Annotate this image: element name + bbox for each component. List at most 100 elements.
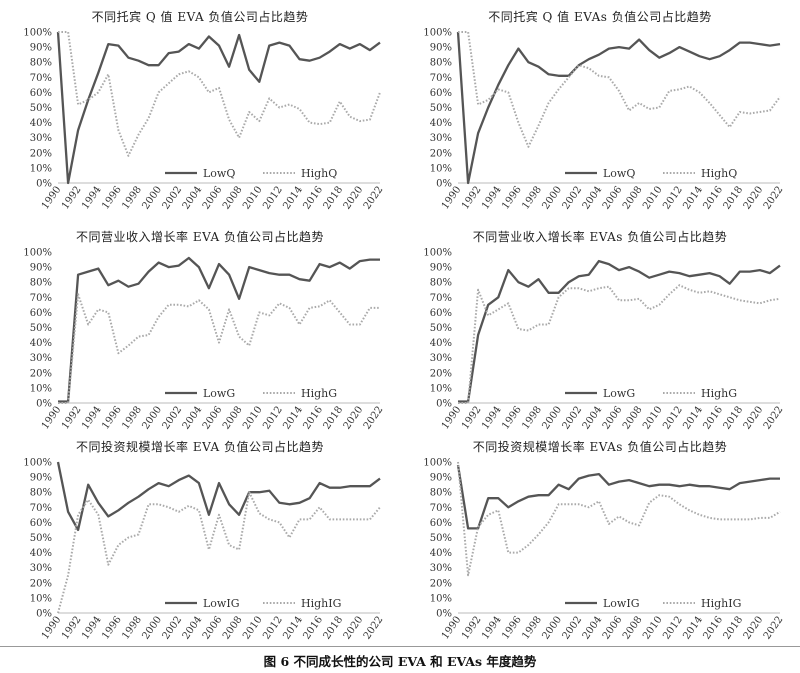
x-tick-label: 2004 bbox=[581, 614, 605, 641]
chart-canvas: 0%10%20%30%40%50%60%70%80%90%100%1990199… bbox=[23, 248, 385, 432]
x-tick-label: 2006 bbox=[201, 404, 225, 431]
y-tick-label: 40% bbox=[30, 548, 52, 559]
y-tick-label: 0% bbox=[36, 179, 52, 190]
y-tick-label: 80% bbox=[430, 58, 452, 69]
legend-label-highg: HighG bbox=[301, 387, 337, 400]
x-tick-label: 2016 bbox=[701, 184, 725, 211]
x-tick-label: 2006 bbox=[601, 404, 625, 431]
y-tick-label: 40% bbox=[430, 338, 452, 349]
x-tick-label: 2012 bbox=[261, 184, 285, 211]
y-tick-label: 60% bbox=[430, 88, 452, 99]
x-tick-label: 1992 bbox=[60, 614, 84, 641]
chart-title: 不同托宾 Q 值 EVAs 负值公司占比趋势 bbox=[488, 10, 712, 24]
series-line-highg bbox=[458, 284, 781, 404]
y-tick-label: 20% bbox=[430, 578, 452, 589]
y-tick-label: 70% bbox=[430, 293, 452, 304]
y-tick-label: 50% bbox=[430, 533, 452, 544]
series-line-lowq bbox=[456, 31, 781, 185]
x-tick-label: 2010 bbox=[241, 614, 265, 641]
y-tick-label: 10% bbox=[430, 383, 452, 394]
series-line-highg bbox=[58, 293, 380, 404]
y-tick-label: 30% bbox=[30, 563, 52, 574]
y-tick-label: 30% bbox=[430, 563, 452, 574]
legend-label-highq: HighQ bbox=[701, 167, 737, 180]
y-tick-label: 80% bbox=[430, 488, 452, 499]
y-tick-label: 90% bbox=[430, 473, 452, 484]
y-tick-label: 50% bbox=[30, 103, 52, 114]
x-tick-label: 2014 bbox=[281, 404, 305, 431]
chart-canvas: 0%10%20%30%40%50%60%70%80%90%100%1990199… bbox=[23, 458, 386, 642]
x-tick-label: 1994 bbox=[80, 404, 104, 431]
x-tick-label: 2012 bbox=[261, 404, 285, 431]
x-tick-label: 2016 bbox=[301, 404, 325, 431]
y-tick-label: 80% bbox=[30, 58, 52, 69]
x-tick-label: 2018 bbox=[722, 404, 746, 431]
x-tick-label: 2014 bbox=[281, 614, 305, 641]
y-tick-label: 0% bbox=[36, 399, 52, 410]
x-tick-label: 2012 bbox=[661, 184, 685, 211]
x-tick-label: 2000 bbox=[140, 614, 164, 641]
x-tick-label: 2018 bbox=[722, 614, 746, 641]
x-tick-label: 2002 bbox=[161, 184, 185, 211]
y-tick-label: 100% bbox=[23, 458, 52, 469]
x-tick-label: 2020 bbox=[742, 184, 766, 211]
chart-canvas: 0%10%20%30%40%50%60%70%80%90%100%1990199… bbox=[423, 458, 785, 642]
y-tick-label: 100% bbox=[423, 248, 452, 259]
chart-canvas: 0%10%20%30%40%50%60%70%80%90%100%1990199… bbox=[423, 248, 786, 432]
series-line-highig bbox=[57, 491, 381, 614]
y-tick-label: 60% bbox=[30, 308, 52, 319]
x-tick-label: 1992 bbox=[60, 404, 84, 431]
x-tick-label: 2022 bbox=[762, 404, 786, 431]
series-line-lowq bbox=[56, 31, 381, 185]
y-tick-label: 100% bbox=[23, 248, 52, 259]
x-tick-label: 2022 bbox=[362, 184, 386, 211]
x-tick-label: 2022 bbox=[762, 184, 786, 211]
x-tick-label: 2006 bbox=[201, 184, 225, 211]
chart-title: 不同营业收入增长率 EVA 负值公司占比趋势 bbox=[76, 230, 324, 244]
y-tick-label: 10% bbox=[30, 593, 52, 604]
chart-panel-revenue-growth-evas: 0% 10% 20% 30% 40% 50% 60% 70% 80% 90% 100% 1990 199… bbox=[400, 220, 800, 432]
chart-panel-revenue-growth-eva: 0% 10% 20% 30% 40% 50% 60% 70% 80% 90% 100% 1990 199… bbox=[0, 220, 400, 432]
x-tick-label: 2008 bbox=[221, 404, 245, 431]
y-tick-label: 0% bbox=[436, 609, 452, 620]
x-tick-label: 1992 bbox=[60, 184, 84, 211]
legend-label-lowig: LowIG bbox=[203, 597, 239, 610]
chart-panel-tobin-q-evas: 0% 10% 20% 30% 40% 50% 60% 70% 80% 90% 100% 1990 199… bbox=[400, 0, 800, 212]
x-tick-label: 1992 bbox=[460, 184, 484, 211]
x-tick-label: 2020 bbox=[342, 404, 366, 431]
y-tick-label: 20% bbox=[430, 148, 452, 159]
x-tick-label: 1992 bbox=[460, 614, 484, 641]
y-tick-label: 60% bbox=[430, 308, 452, 319]
y-tick-label: 100% bbox=[423, 28, 452, 39]
x-tick-label: 2018 bbox=[722, 184, 746, 211]
x-tick-label: 1998 bbox=[520, 614, 544, 641]
x-tick-label: 2016 bbox=[301, 184, 325, 211]
y-tick-label: 40% bbox=[430, 118, 452, 129]
x-tick-label: 2002 bbox=[561, 614, 585, 641]
x-tick-label: 1998 bbox=[520, 404, 544, 431]
x-tick-label: 2020 bbox=[342, 614, 366, 641]
y-tick-label: 90% bbox=[430, 43, 452, 54]
y-tick-label: 50% bbox=[430, 323, 452, 334]
y-tick-label: 60% bbox=[30, 88, 52, 99]
series-line-highq bbox=[58, 31, 381, 157]
y-tick-label: 100% bbox=[23, 28, 52, 39]
y-tick-label: 10% bbox=[30, 383, 52, 394]
x-tick-label: 2006 bbox=[201, 614, 225, 641]
y-tick-label: 50% bbox=[430, 103, 452, 114]
x-tick-label: 1998 bbox=[120, 614, 144, 641]
x-tick-label: 1996 bbox=[100, 184, 124, 211]
y-tick-label: 40% bbox=[30, 338, 52, 349]
x-tick-label: 2004 bbox=[181, 614, 205, 641]
x-tick-label: 2012 bbox=[661, 404, 685, 431]
x-tick-label: 2000 bbox=[540, 404, 564, 431]
x-tick-label: 1996 bbox=[500, 614, 524, 641]
x-tick-label: 2022 bbox=[362, 614, 386, 641]
y-tick-label: 30% bbox=[30, 133, 52, 144]
y-tick-label: 80% bbox=[30, 488, 52, 499]
x-tick-label: 2008 bbox=[221, 184, 245, 211]
x-tick-label: 1998 bbox=[120, 404, 144, 431]
series-line-lowg bbox=[458, 259, 781, 403]
x-tick-label: 2020 bbox=[742, 404, 766, 431]
y-tick-label: 80% bbox=[430, 278, 452, 289]
